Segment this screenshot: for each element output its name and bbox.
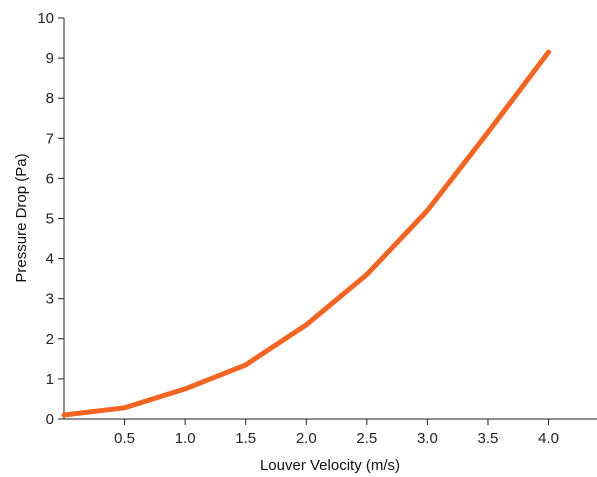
data-point [122,405,127,411]
x-tick-label: 1.5 [235,430,256,447]
data-point [243,362,249,368]
y-tick-label: 10 [37,10,54,27]
data-point [546,49,551,55]
data-point [485,129,491,135]
data-point [303,322,309,328]
y-tick-label: 8 [46,90,54,107]
y-tick-label: 4 [46,251,54,268]
series-line [61,49,551,418]
x-tick-label: 0.5 [114,430,135,447]
y-tick-label: 1 [46,371,54,388]
data-point [182,386,188,392]
x-tick-label: 3.0 [417,430,438,447]
x-tick-label: 3.5 [478,430,499,447]
y-tick-label: 7 [46,130,54,147]
plot-area: 0 1 2 3 4 5 6 7 8 9 10 0.5 1.0 1.5 2.0 2.5 3.0 3.5 4.0 [37,10,597,447]
x-tick-label: 4.0 [538,430,559,447]
y-tick-label: 6 [46,170,54,187]
data-point [425,208,430,213]
x-tick-label: 1.0 [175,430,196,447]
y-tick-label: 5 [46,211,54,228]
x-tick-label: 2.5 [356,430,377,447]
y-axis-title: Pressure Drop (Pa) [13,153,30,282]
y-tick-label: 9 [46,50,54,67]
y-tick-label: 0 [46,411,54,428]
data-point [364,272,370,278]
data-point [61,412,67,418]
y-tick-label: 3 [46,291,54,308]
y-tick-label: 2 [46,331,54,348]
x-axis-title: Louver Velocity (m/s) [260,457,400,474]
x-tick-label: 2.0 [296,430,317,447]
